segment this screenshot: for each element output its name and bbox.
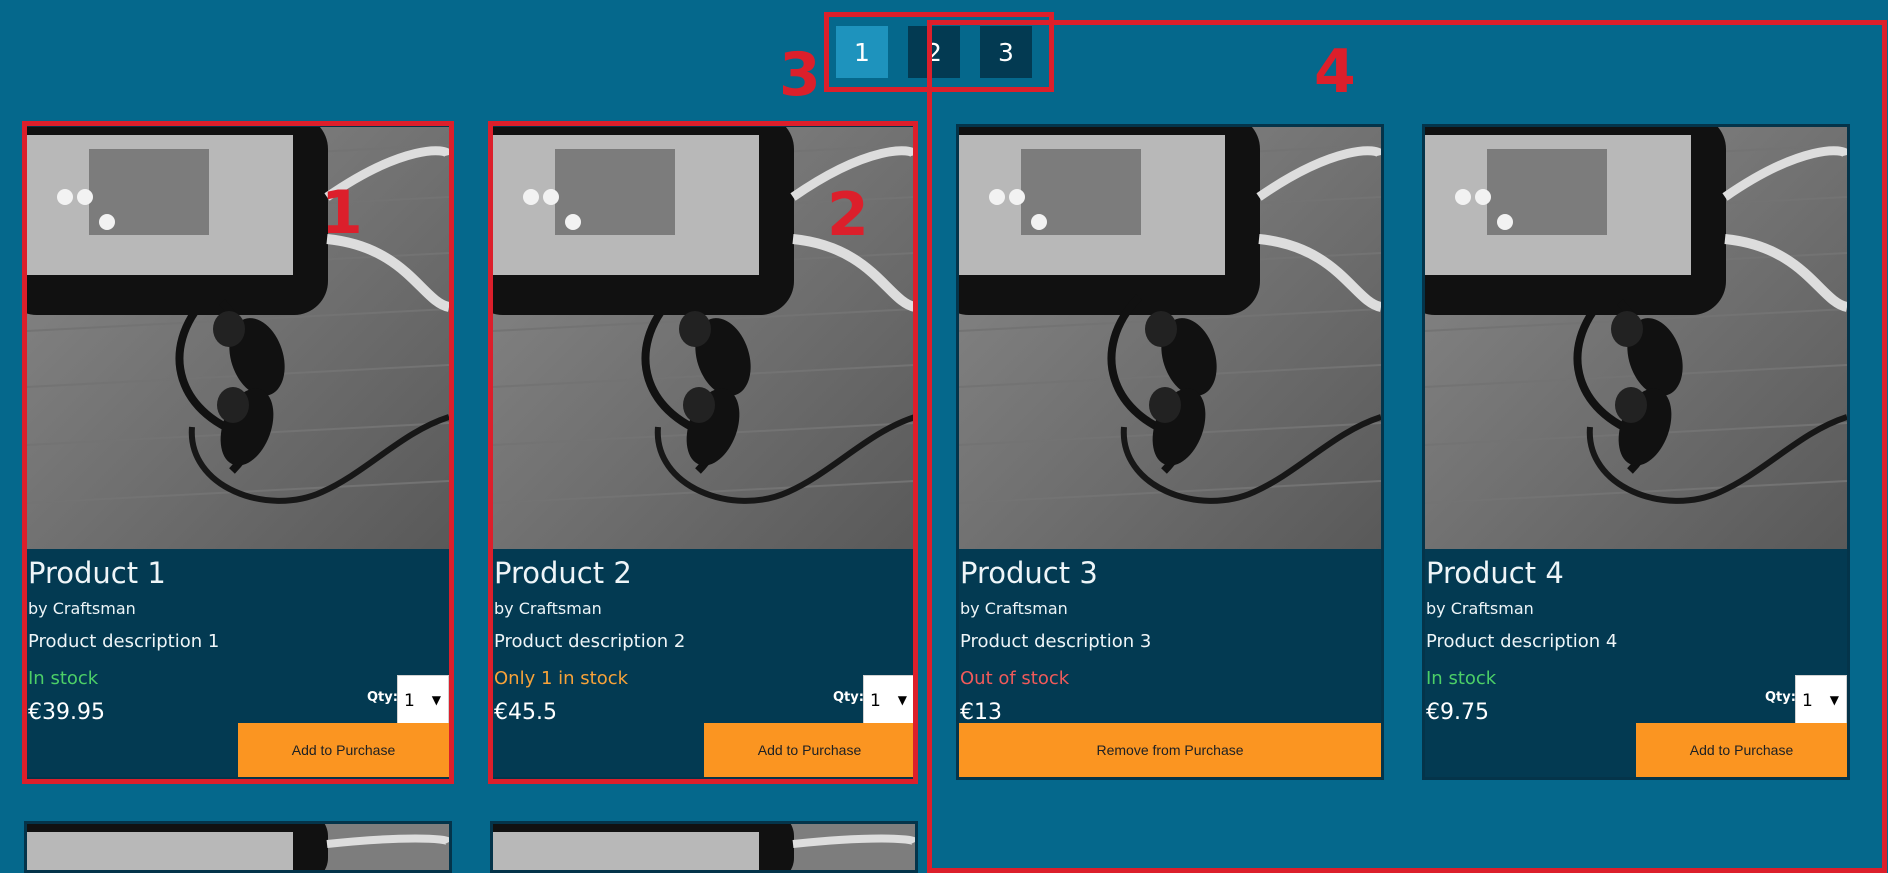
quantity-select[interactable]: 1 ▼ xyxy=(863,675,915,727)
page-1-button[interactable]: 1 xyxy=(836,26,888,78)
page-3-button[interactable]: 3 xyxy=(980,26,1032,78)
product-card-6-partial xyxy=(490,821,918,873)
annotation-label-3: 3 xyxy=(779,40,821,110)
earbuds-photo xyxy=(1425,127,1847,549)
product-price: €45.5 xyxy=(494,700,557,725)
product-price: €39.95 xyxy=(28,700,105,725)
add-to-purchase-button[interactable]: Add to Purchase xyxy=(704,723,915,777)
stock-status: Only 1 in stock xyxy=(494,668,629,689)
stock-status: Out of stock xyxy=(960,668,1070,689)
product-card-5-partial xyxy=(24,821,452,873)
pagination: 1 2 3 xyxy=(836,26,1032,78)
quantity-value: 1 xyxy=(1802,691,1813,711)
product-price: €13 xyxy=(960,700,1002,725)
product-brand: by Craftsman xyxy=(28,599,136,618)
quantity-select[interactable]: 1 ▼ xyxy=(397,675,449,727)
remove-from-purchase-button[interactable]: Remove from Purchase xyxy=(959,723,1381,777)
page-2-button[interactable]: 2 xyxy=(908,26,960,78)
product-description: Product description 4 xyxy=(1426,631,1618,652)
product-image xyxy=(1425,127,1847,549)
product-card-2: Product 2 by Craftsman Product descripti… xyxy=(490,124,918,780)
quantity-value: 1 xyxy=(870,691,881,711)
earbuds-photo xyxy=(27,127,449,549)
product-image xyxy=(959,127,1381,549)
chevron-down-icon: ▼ xyxy=(1829,693,1839,707)
product-image xyxy=(27,127,449,549)
product-image xyxy=(493,824,915,870)
product-description: Product description 1 xyxy=(28,631,220,652)
product-image xyxy=(493,127,915,549)
chevron-down-icon: ▼ xyxy=(431,693,441,707)
product-title: Product 4 xyxy=(1426,556,1564,590)
stock-status: In stock xyxy=(28,668,99,689)
product-image xyxy=(27,824,449,870)
product-card-4: Product 4 by Craftsman Product descripti… xyxy=(1422,124,1850,780)
earbuds-photo xyxy=(959,127,1381,549)
product-brand: by Craftsman xyxy=(494,599,602,618)
annotation-label-4: 4 xyxy=(1314,37,1356,107)
quantity-value: 1 xyxy=(404,691,415,711)
product-card-1: Product 1 by Craftsman Product descripti… xyxy=(24,124,452,780)
stock-status: In stock xyxy=(1426,668,1497,689)
quantity-label: Qty: xyxy=(833,690,864,705)
earbuds-photo xyxy=(493,824,915,870)
product-brand: by Craftsman xyxy=(1426,599,1534,618)
product-description: Product description 3 xyxy=(960,631,1152,652)
product-title: Product 1 xyxy=(28,556,166,590)
earbuds-photo xyxy=(493,127,915,549)
add-to-purchase-button[interactable]: Add to Purchase xyxy=(1636,723,1847,777)
product-card-3: Product 3 by Craftsman Product descripti… xyxy=(956,124,1384,780)
quantity-label: Qty: xyxy=(1765,690,1796,705)
product-title: Product 3 xyxy=(960,556,1098,590)
product-description: Product description 2 xyxy=(494,631,686,652)
product-price: €9.75 xyxy=(1426,700,1489,725)
earbuds-photo xyxy=(27,824,449,870)
quantity-label: Qty: xyxy=(367,690,398,705)
quantity-select[interactable]: 1 ▼ xyxy=(1795,675,1847,727)
add-to-purchase-button[interactable]: Add to Purchase xyxy=(238,723,449,777)
product-title: Product 2 xyxy=(494,556,632,590)
product-brand: by Craftsman xyxy=(960,599,1068,618)
chevron-down-icon: ▼ xyxy=(897,693,907,707)
